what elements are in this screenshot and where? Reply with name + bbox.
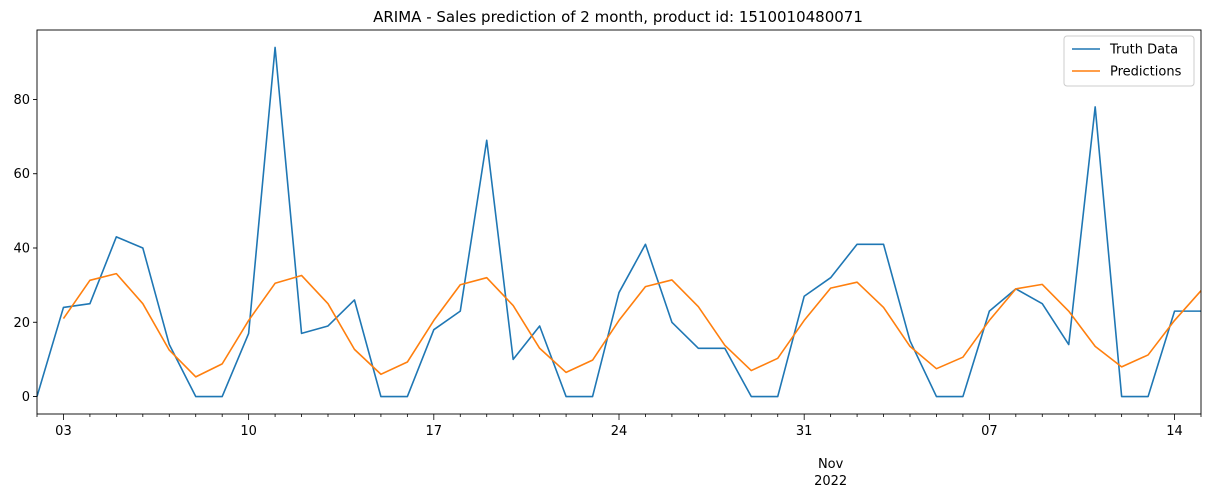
y-tick-label: 60 <box>13 167 30 182</box>
x-axis: 03 10 17 24 31 07 14 Nov 2022 <box>36 414 1202 489</box>
series-line-truth-data <box>36 46 1201 398</box>
y-axis: 0 20 40 60 80 <box>13 93 37 405</box>
x-tick-label: 03 <box>55 424 72 439</box>
x-tick-label: 10 <box>240 424 257 439</box>
legend-label: Truth Data <box>1109 43 1178 58</box>
x-year-label: 2022 <box>814 474 847 489</box>
x-tick-label: 14 <box>1166 424 1183 439</box>
series-line-predictions <box>62 272 1202 378</box>
x-month-label: Nov <box>818 457 844 472</box>
chart-title: ARIMA - Sales prediction of 2 month, pro… <box>373 8 863 26</box>
plot-lines <box>36 46 1202 398</box>
x-tick-label: 07 <box>981 424 998 439</box>
x-tick-label: 31 <box>796 424 813 439</box>
y-tick-label: 40 <box>13 241 30 256</box>
legend: Truth Data Predictions <box>1063 35 1195 87</box>
y-tick-label: 80 <box>13 93 30 108</box>
plot-frame <box>36 29 1202 415</box>
x-tick-label: 24 <box>611 424 628 439</box>
legend-label: Predictions <box>1110 65 1182 80</box>
y-tick-label: 20 <box>13 316 30 331</box>
x-tick-label: 17 <box>426 424 443 439</box>
y-tick-label: 0 <box>22 390 30 405</box>
